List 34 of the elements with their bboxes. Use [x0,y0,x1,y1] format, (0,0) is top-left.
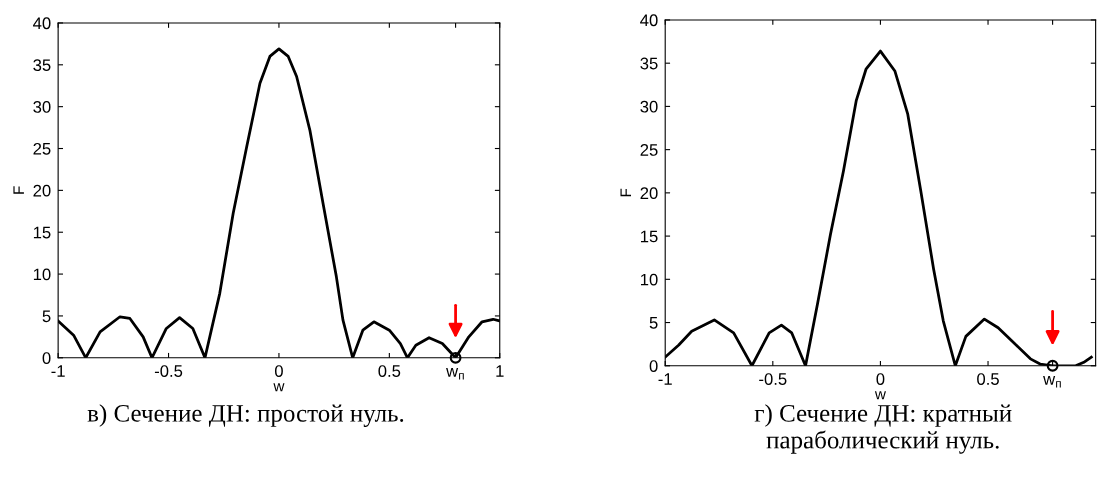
y-tick-label: 40 [640,14,658,27]
y-tick-label: 15 [33,226,51,239]
x-tick-label: -1 [658,373,672,385]
text: в) Сечение ДН: простой нуль. [87,404,404,427]
x-tick-label: -0.5 [759,373,787,385]
x-tick-label: 0.5 [378,365,401,377]
y-tick-label: 30 [33,101,51,113]
x-tick-label: 0 [876,373,885,385]
x-tick-label: -0.5 [154,365,183,377]
y-tick-label: 25 [640,144,658,156]
y-tick-label: 30 [640,100,658,113]
x-axis-title: w [874,391,886,400]
y-tick-label: 15 [641,230,658,243]
text: г) Сечение ДН: кратный параболический нуль. [754,404,1012,454]
y-tick-label: 35 [33,59,51,72]
x-tick-label: w$_{п}$ [1043,375,1061,388]
x-axis-title: w [273,383,285,392]
y-tick-label: 25 [33,142,51,155]
y-tick-label: 10 [641,273,658,286]
y-tick-label: 10 [33,268,51,281]
x-tick-label: 0 [274,365,283,377]
y-tick-label: 40 [33,17,51,30]
y-tick-label: 0 [42,352,51,364]
y-axis-title: F [620,188,631,197]
x-tick-label: w$_{п}$ [446,367,464,380]
y-axis-title: F [13,186,24,194]
x-tick-label: -1 [51,365,65,377]
x-tick-label: 1 [496,365,504,377]
y-tick-label: 20 [640,187,658,200]
y-tick-label: 5 [649,317,658,329]
y-tick-label: 20 [33,184,51,197]
y-tick-label: 35 [640,57,658,70]
x-tick-label: 0.5 [977,373,999,385]
y-tick-label: 5 [42,310,51,323]
